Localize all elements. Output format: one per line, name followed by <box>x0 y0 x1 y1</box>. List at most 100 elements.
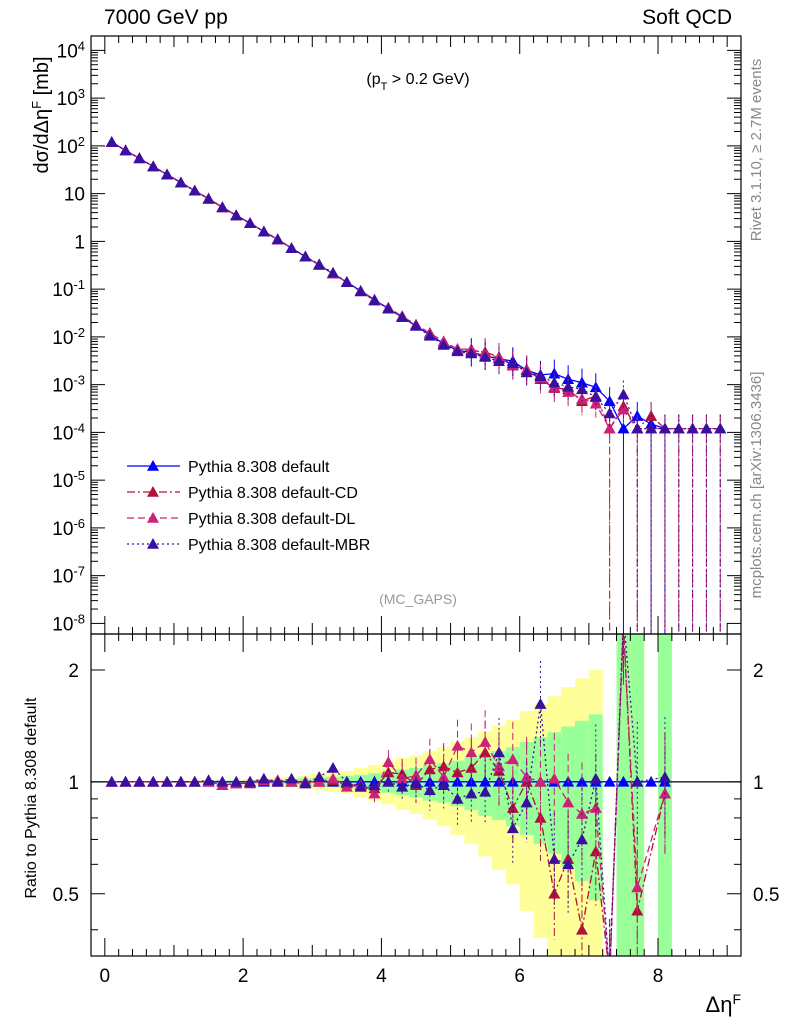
data-point <box>603 422 616 434</box>
data-point <box>368 294 381 306</box>
data-point <box>714 422 727 434</box>
ratio-point <box>202 774 215 786</box>
data-point <box>202 192 215 204</box>
series-line <box>111 141 721 430</box>
ratio-point <box>589 772 602 784</box>
y-tick-label: 103 <box>57 86 85 111</box>
data-point <box>299 250 312 262</box>
data-point <box>645 422 658 434</box>
data-point <box>340 276 353 287</box>
legend-label: Pythia 8.308 default <box>188 459 330 476</box>
upper-series-3 <box>105 136 727 634</box>
header-right: Soft QCD <box>642 6 732 29</box>
lower-y-label: Ratio to Pythia 8.308 default <box>23 697 40 899</box>
data-point <box>188 184 201 196</box>
ratio-point <box>562 796 575 808</box>
data-point <box>603 407 616 419</box>
ratio-y-tick-label-right: 2 <box>753 661 764 682</box>
data-point <box>575 383 588 395</box>
data-point <box>147 160 160 172</box>
ratio-point <box>604 970 616 981</box>
data-point <box>492 355 505 366</box>
ratio-point <box>340 775 353 787</box>
ratio-point <box>479 736 492 747</box>
ratio-point <box>479 785 492 797</box>
ratio-point <box>410 777 422 789</box>
data-point <box>672 422 685 434</box>
y-tick-label: 10-3 <box>52 372 85 397</box>
data-point <box>686 422 699 434</box>
upper-series-1 <box>105 136 727 634</box>
ratio-point <box>575 833 588 845</box>
ratio-point <box>451 739 464 751</box>
ratio-point <box>410 769 422 781</box>
x-axis-label: ΔηF <box>706 991 742 1017</box>
ratio-y-tick-label-left: 1 <box>68 773 79 794</box>
y-tick-label: 104 <box>57 38 85 63</box>
ratio-point <box>589 802 602 813</box>
data-point <box>437 338 450 350</box>
legend-marker <box>147 538 159 549</box>
data-point <box>230 209 243 221</box>
data-point <box>451 345 464 357</box>
data-point <box>631 422 644 434</box>
ratio-y-tick-label-right: 1 <box>753 773 764 794</box>
ratio-point <box>437 779 450 790</box>
y-tick-label: 10-7 <box>52 563 85 588</box>
band-green <box>533 737 548 845</box>
ratio-point <box>451 766 464 778</box>
y-tick-label: 1 <box>74 232 85 253</box>
data-point <box>575 393 588 404</box>
y-tick-label: 10-4 <box>52 420 85 445</box>
data-point <box>562 380 575 392</box>
upper-y-label: dσ/dΔηF [mb] <box>29 56 54 173</box>
upper-series-2 <box>105 136 727 634</box>
ratio-point <box>299 777 312 789</box>
ratio-point <box>575 775 588 787</box>
ratio-series-3 <box>105 634 671 981</box>
ratio-y-tick-label-left: 2 <box>68 661 79 682</box>
ratio-point <box>105 775 118 787</box>
legend-label: Pythia 8.308 default-MBR <box>188 537 370 554</box>
lower-frame <box>90 633 742 957</box>
watermark: (MC_GAPS) <box>379 591 457 607</box>
y-tick-label: 10-5 <box>52 468 85 493</box>
data-point <box>174 176 187 188</box>
data-point <box>313 258 326 270</box>
ratio-point <box>631 881 644 893</box>
ratio-point <box>133 775 146 787</box>
ratio-point <box>423 753 436 765</box>
ratio-point <box>313 771 326 782</box>
side-label-lower: mcplots.cern.ch [arXiv:1306.3436] <box>748 372 765 599</box>
data-point <box>617 422 630 434</box>
x-tick-label: 6 <box>514 966 525 987</box>
ratio-point <box>575 923 588 935</box>
ratio-point <box>327 761 340 773</box>
ratio-point <box>479 746 492 758</box>
ratio-point <box>604 970 616 981</box>
ratio-point <box>548 853 561 864</box>
legend: Pythia 8.308 default Pythia 8.308 default… <box>127 459 370 554</box>
data-point <box>244 217 257 229</box>
ratio-line <box>111 634 666 956</box>
ratio-point <box>603 775 616 787</box>
ratio-point <box>271 775 284 787</box>
ratio-point <box>382 775 395 787</box>
legend-label: Pythia 8.308 default-CD <box>188 485 358 502</box>
ratio-point <box>645 775 658 787</box>
series-line <box>111 141 721 430</box>
ratio-point <box>244 775 257 787</box>
ratio-y-tick-label-left: 0.5 <box>53 885 79 906</box>
ratio-point <box>604 970 616 981</box>
ratio-point <box>423 784 436 795</box>
ratio-point <box>520 771 533 782</box>
legend-marker <box>147 512 159 523</box>
ratio-point <box>285 772 298 784</box>
ratio-point <box>368 787 381 799</box>
y-tick-label: 10-6 <box>52 515 85 540</box>
ratio-point <box>423 763 436 775</box>
ratio-point <box>188 775 201 787</box>
ratio-line <box>111 634 666 956</box>
legend-label: Pythia 8.308 default-DL <box>188 511 355 528</box>
ratio-point <box>520 796 533 808</box>
